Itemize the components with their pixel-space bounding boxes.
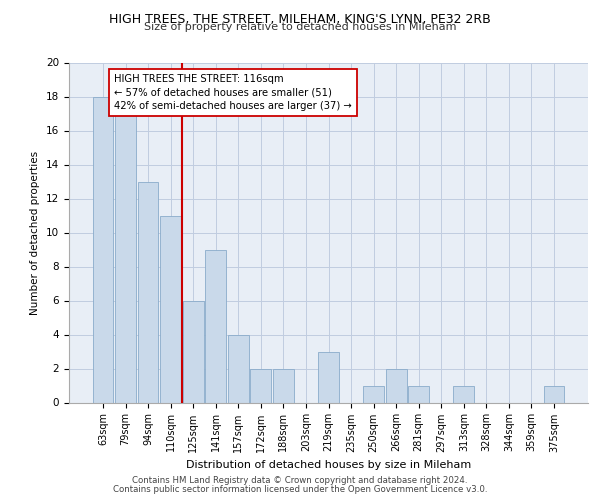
Bar xyxy=(273,368,294,402)
Text: Size of property relative to detached houses in Mileham: Size of property relative to detached ho… xyxy=(144,22,456,32)
Bar xyxy=(205,250,226,402)
Bar xyxy=(386,368,407,402)
Bar xyxy=(160,216,181,402)
Bar xyxy=(454,386,474,402)
Text: Contains HM Land Registry data © Crown copyright and database right 2024.: Contains HM Land Registry data © Crown c… xyxy=(132,476,468,485)
X-axis label: Distribution of detached houses by size in Mileham: Distribution of detached houses by size … xyxy=(186,460,471,470)
Bar xyxy=(318,352,339,403)
Bar xyxy=(250,368,271,402)
Text: HIGH TREES THE STREET: 116sqm
← 57% of detached houses are smaller (51)
42% of s: HIGH TREES THE STREET: 116sqm ← 57% of d… xyxy=(114,74,352,111)
Bar xyxy=(92,96,113,403)
Bar xyxy=(363,386,384,402)
Text: Contains public sector information licensed under the Open Government Licence v3: Contains public sector information licen… xyxy=(113,485,487,494)
Bar xyxy=(409,386,429,402)
Bar xyxy=(183,300,203,402)
Bar xyxy=(137,182,158,402)
Bar xyxy=(228,334,248,402)
Text: HIGH TREES, THE STREET, MILEHAM, KING'S LYNN, PE32 2RB: HIGH TREES, THE STREET, MILEHAM, KING'S … xyxy=(109,12,491,26)
Y-axis label: Number of detached properties: Number of detached properties xyxy=(31,150,40,314)
Bar xyxy=(544,386,565,402)
Bar xyxy=(115,96,136,403)
